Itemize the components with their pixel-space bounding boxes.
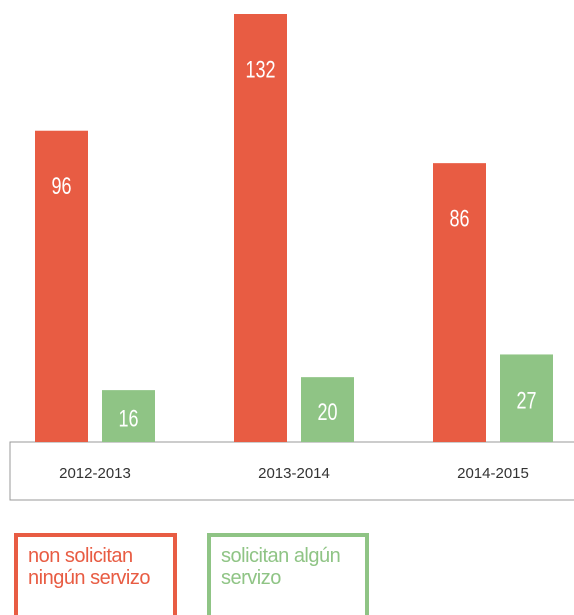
value-label: 96 xyxy=(51,174,71,200)
value-label: 86 xyxy=(449,206,469,232)
value-label: 20 xyxy=(317,400,337,426)
bar xyxy=(500,354,553,442)
bar xyxy=(301,377,354,442)
legend-item: solicitan algún servizo xyxy=(207,533,369,615)
category-box xyxy=(9,441,574,501)
value-label: 27 xyxy=(516,388,536,414)
bar xyxy=(433,163,486,442)
x-tick-label: 2012-2013 xyxy=(59,465,131,482)
bar xyxy=(102,390,155,442)
x-tick-label: 2013-2014 xyxy=(258,465,330,482)
legend-item: non solicitan ningún servizo xyxy=(14,533,177,615)
bar xyxy=(35,130,88,442)
chart: 2012-2013 96 16 2013-2014 132 20 2014-2015 86 27 xyxy=(9,14,574,501)
x-tick-label: 2014-2015 xyxy=(457,465,529,482)
value-label: 132 xyxy=(245,57,275,83)
value-label: 16 xyxy=(118,406,138,432)
legend-label: non solicitan ningún servizo xyxy=(28,545,150,589)
legend-label: solicitan algún servizo xyxy=(221,545,341,589)
bar xyxy=(234,14,287,442)
